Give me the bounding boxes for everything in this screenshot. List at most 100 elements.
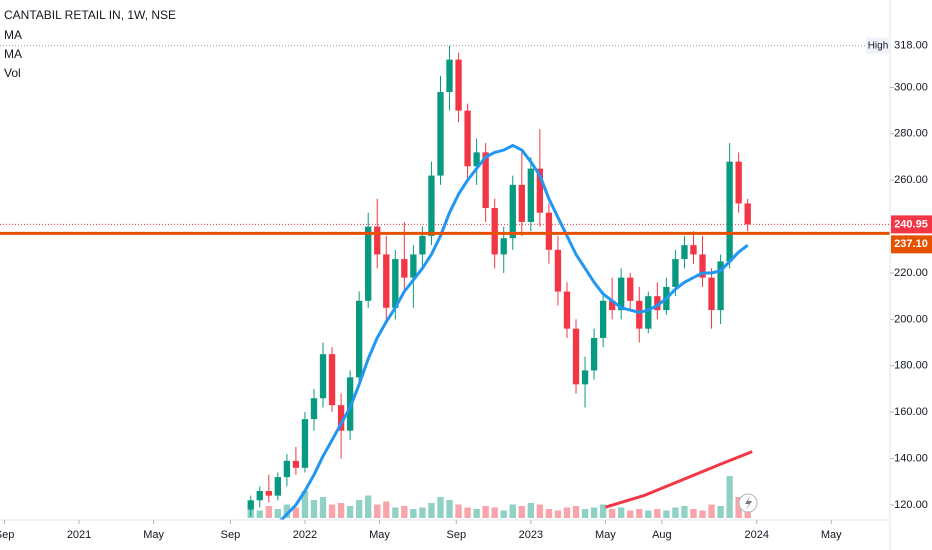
- y-tick-label: 120.00: [894, 499, 928, 511]
- x-tick-label: Sep: [447, 529, 467, 541]
- volume-bar: [581, 509, 589, 518]
- volume-bar: [491, 507, 498, 518]
- candle-body: [581, 370, 589, 385]
- candle-body: [554, 249, 562, 292]
- volume-bar: [717, 506, 724, 518]
- candle-body: [491, 208, 498, 255]
- volume-bar: [473, 509, 480, 518]
- volume-bar: [554, 510, 562, 518]
- candle-body: [274, 477, 282, 496]
- volume-bar: [681, 506, 688, 518]
- volume-bar: [301, 491, 309, 518]
- volume-bar: [265, 506, 272, 518]
- candle-body: [590, 337, 598, 371]
- candle-body: [365, 226, 372, 301]
- volume-bar: [310, 500, 318, 518]
- volume-bar: [690, 509, 697, 518]
- price-line-label: 237.10: [894, 238, 928, 250]
- candle-body: [735, 161, 742, 204]
- ma-line: [279, 143, 749, 520]
- volume-bar: [599, 504, 607, 518]
- candle-body: [410, 254, 417, 278]
- volume-bar: [545, 509, 553, 518]
- candle-body: [256, 491, 263, 501]
- x-tick-label: Aug: [652, 529, 672, 541]
- candle-body: [464, 110, 471, 167]
- volume-bar: [527, 503, 534, 518]
- volume-bar: [383, 501, 390, 518]
- y-tick-label: 160.00: [894, 406, 928, 418]
- volume-bar: [274, 509, 282, 518]
- volume-bar: [672, 507, 679, 518]
- price-line-tag: [891, 235, 932, 254]
- x-tick-label: 2023: [519, 529, 543, 541]
- x-tick-label: May: [595, 529, 616, 541]
- volume-bar: [618, 507, 625, 518]
- legend-entry: MA: [4, 28, 22, 42]
- candle-body: [744, 203, 751, 225]
- volume-bar: [392, 507, 399, 518]
- volume-bar: [572, 506, 580, 518]
- candle-body: [401, 259, 408, 278]
- volume-bar: [645, 510, 652, 518]
- volume-bar: [636, 509, 643, 518]
- x-tick-label: May: [143, 529, 164, 541]
- candle-body: [536, 168, 544, 213]
- candle-body: [283, 460, 291, 478]
- y-tick-label: 280.00: [894, 128, 928, 140]
- volume-bar: [401, 506, 408, 518]
- volume-bar: [654, 509, 661, 518]
- replay-icon[interactable]: [738, 493, 758, 513]
- legend-entry: Vol: [4, 66, 21, 80]
- volume-bar: [346, 506, 354, 518]
- candle-body: [681, 245, 688, 260]
- candle-body: [599, 300, 607, 338]
- volume-bar: [608, 509, 616, 518]
- candle-body: [455, 59, 462, 111]
- x-tick-label: May: [821, 529, 842, 541]
- y-tick-label: 180.00: [894, 360, 928, 372]
- volume-bar: [536, 504, 544, 518]
- volume-bar: [374, 504, 381, 518]
- x-tick-label: 2024: [744, 529, 768, 541]
- volume-bar: [437, 497, 444, 518]
- volume-bar: [446, 500, 453, 518]
- candle-body: [717, 261, 724, 311]
- volume-bar: [319, 497, 327, 518]
- volume-bar: [328, 504, 336, 518]
- high-tag: [866, 37, 890, 54]
- volume-bar: [735, 497, 742, 518]
- candle-body: [247, 500, 254, 510]
- candle-body: [356, 300, 363, 378]
- volume-bar: [590, 507, 598, 518]
- plot-area: [0, 45, 890, 520]
- x-tick-label: May: [369, 529, 390, 541]
- volume-bar: [256, 510, 263, 518]
- volume-bar: [663, 510, 670, 518]
- candle-body: [527, 168, 534, 222]
- y-tick-label: 300.00: [894, 81, 928, 93]
- volume-bar: [708, 504, 715, 518]
- chart-title: CANTABIL RETAIL IN, 1W, NSE: [4, 8, 176, 22]
- volume-bar: [500, 510, 507, 518]
- volume-bar: [337, 503, 345, 518]
- volume-bar: [563, 507, 571, 518]
- candle-body: [726, 161, 733, 262]
- volume-bar: [627, 510, 634, 518]
- volume-bar: [509, 504, 516, 518]
- candle-body: [446, 59, 453, 93]
- candle-body: [627, 277, 634, 301]
- candle-body: [310, 398, 318, 420]
- x-tick-label: 2021: [67, 529, 91, 541]
- candle-body: [608, 300, 616, 311]
- candle-body: [292, 460, 300, 468]
- volume-bar: [518, 506, 525, 518]
- candle-body: [690, 245, 697, 255]
- candle-body: [428, 175, 435, 236]
- candle-body: [572, 328, 580, 385]
- candle-body: [337, 405, 345, 431]
- volume-bar: [699, 510, 706, 518]
- candle-body: [319, 354, 327, 399]
